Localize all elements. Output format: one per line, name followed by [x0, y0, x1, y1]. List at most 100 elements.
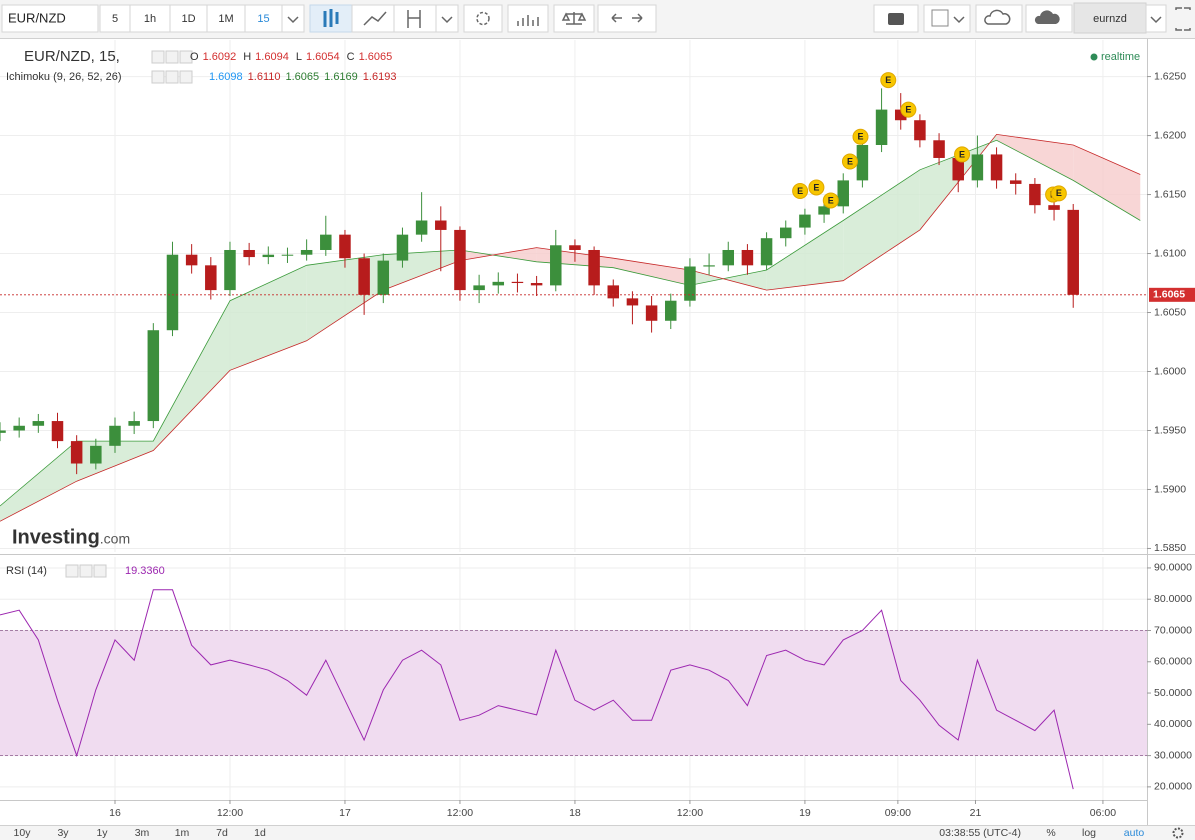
candle-body: [300, 249, 313, 255]
event-marker[interactable]: [954, 146, 971, 163]
candle-body: [339, 234, 351, 259]
legend-icon[interactable]: [93, 564, 107, 578]
candle-body: [128, 421, 140, 426]
logo-suffix: .com: [100, 531, 130, 547]
candle-body: [473, 285, 485, 291]
candle-body: [0, 430, 6, 433]
candle-body: [894, 109, 907, 121]
legend-icon[interactable]: [65, 564, 79, 578]
candle-body: [626, 298, 639, 306]
logo-brand: Investing: [12, 526, 100, 548]
current-price-label: 1.6065: [1153, 289, 1185, 301]
interval-button[interactable]: [244, 4, 283, 33]
scale-option[interactable]: auto: [1124, 827, 1145, 839]
interval-dropdown[interactable]: [281, 4, 305, 33]
scale-option[interactable]: log: [1082, 827, 1096, 839]
cloud-download-icon: [984, 9, 1011, 25]
clock: 03:38:55 (UTC-4): [939, 827, 1021, 839]
range-button[interactable]: 1y: [96, 827, 108, 839]
indicator-value: 1.6110: [248, 71, 281, 83]
legend-icon[interactable]: [165, 70, 179, 84]
undo-redo[interactable]: [597, 4, 657, 33]
event-marker[interactable]: [880, 72, 897, 89]
legend-icon[interactable]: [179, 70, 193, 84]
interval-button[interactable]: [169, 4, 208, 33]
candle-body: [569, 245, 581, 250]
event-marker[interactable]: [852, 128, 869, 145]
event-marker[interactable]: [1050, 185, 1067, 202]
legend-icon[interactable]: [151, 70, 165, 84]
range-button[interactable]: 3m: [135, 827, 150, 839]
event-marker[interactable]: [808, 179, 825, 196]
legend-icon[interactable]: [179, 50, 193, 64]
range-button[interactable]: 1d: [254, 827, 266, 839]
x-tick-label: 09:00: [885, 807, 911, 819]
y-tick-label: 1.5850: [1154, 542, 1186, 554]
event-marker[interactable]: [792, 183, 809, 200]
event-label: E: [797, 186, 803, 196]
chart-title: EUR/NZD, 15,: [24, 48, 120, 65]
settings-button[interactable]: [463, 4, 503, 33]
settings-icon[interactable]: [1172, 827, 1184, 839]
legend-icon[interactable]: [151, 50, 165, 64]
candle-body: [665, 300, 677, 321]
range-button[interactable]: 10y: [14, 827, 32, 839]
interval-button[interactable]: [206, 4, 246, 33]
ohlc-letter: O: [190, 51, 199, 63]
rsi-title: RSI (14): [6, 565, 47, 577]
range-button[interactable]: 7d: [216, 827, 228, 839]
event-label: E: [813, 182, 819, 192]
event-label: E: [905, 104, 911, 114]
legend-icon[interactable]: [165, 50, 179, 64]
fullscreen-icon[interactable]: [1175, 7, 1191, 31]
candle-body: [607, 285, 620, 299]
interval-label: 5: [112, 13, 118, 25]
event-marker[interactable]: [841, 153, 858, 170]
load-button[interactable]: [975, 4, 1023, 33]
candle-body: [51, 421, 64, 442]
cloud-segment: [383, 249, 460, 291]
candle-body: [856, 144, 869, 181]
event-marker[interactable]: [822, 192, 839, 209]
indicator-icon: [407, 10, 421, 28]
candle-body: [415, 220, 428, 235]
symbol-box[interactable]: [1, 4, 99, 33]
realtime-dot: [1090, 53, 1098, 61]
candle-body: [837, 180, 849, 207]
gear-icon: [476, 11, 490, 26]
candle-body: [435, 220, 447, 230]
y-tick-label: 60.0000: [1154, 656, 1192, 668]
realtime-status: realtime: [1101, 51, 1140, 63]
y-tick-label: 80.0000: [1154, 593, 1192, 605]
candle-body: [684, 266, 696, 301]
candle-body: [875, 109, 888, 145]
event-label: E: [1056, 188, 1062, 198]
candle-body: [722, 249, 735, 266]
ohlc-letter: L: [296, 51, 302, 63]
y-tick-label: 1.6050: [1154, 306, 1186, 318]
candle-body: [377, 260, 390, 295]
ohlc-value: 1.6054: [306, 51, 340, 63]
candle-body: [550, 245, 562, 286]
cloud-segment: [766, 220, 844, 291]
y-tick-label: 20.0000: [1154, 781, 1192, 793]
compare-button[interactable]: [553, 4, 595, 33]
interval-button[interactable]: [129, 4, 171, 33]
candle-body: [281, 254, 294, 256]
event-marker[interactable]: [900, 101, 917, 118]
indicator-dropdown[interactable]: [435, 4, 459, 33]
indicator-value: 1.6193: [363, 71, 397, 83]
candle-body: [224, 249, 236, 291]
candle-body: [70, 441, 83, 464]
legend-icon[interactable]: [79, 564, 93, 578]
candle-body: [147, 330, 160, 422]
user-dropdown[interactable]: [1145, 4, 1167, 33]
candle-body: [243, 249, 255, 258]
range-button[interactable]: 1m: [175, 827, 190, 839]
x-tick-label: 12:00: [447, 807, 473, 819]
scale-option[interactable]: %: [1046, 827, 1055, 839]
range-button[interactable]: 3y: [57, 827, 69, 839]
dropdown-arrow: [1150, 16, 1162, 24]
ohlc-letter: H: [243, 51, 251, 63]
cloud-segment: [613, 258, 690, 286]
